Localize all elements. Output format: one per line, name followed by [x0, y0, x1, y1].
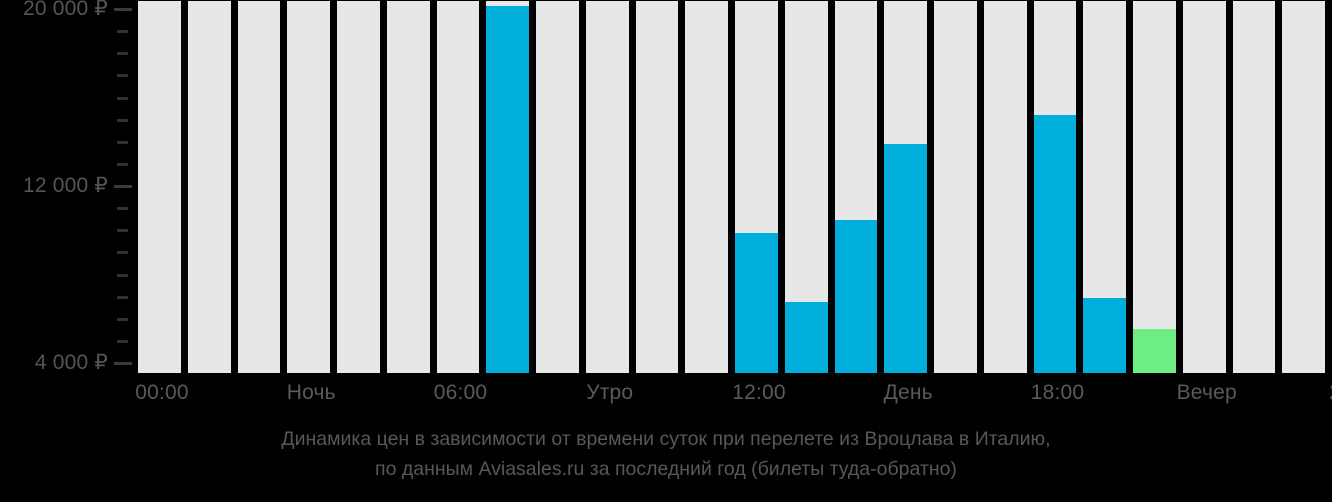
hour-column[interactable]	[585, 1, 629, 373]
y-axis-minor-tick	[117, 118, 128, 122]
hour-column[interactable]	[635, 1, 679, 373]
hour-column[interactable]	[983, 1, 1027, 373]
hour-column[interactable]	[685, 1, 728, 373]
hour-column[interactable]	[386, 1, 430, 373]
plot-area	[138, 1, 1325, 373]
y-axis-major-tick	[114, 185, 132, 188]
y-axis-minor-tick	[117, 52, 128, 56]
hour-column[interactable]	[934, 1, 977, 373]
price-bar[interactable]	[784, 302, 828, 373]
y-axis-minor-tick	[117, 229, 128, 233]
y-axis-minor-tick	[117, 207, 128, 211]
x-axis-label: Утро	[586, 381, 634, 404]
hour-column[interactable]	[1033, 1, 1077, 373]
y-axis-minor-tick	[117, 96, 128, 100]
hour-column[interactable]	[337, 1, 380, 373]
y-axis-label: 4 000 ₽	[34, 351, 108, 374]
caption-line-1: Динамика цен в зависимости от времени су…	[281, 428, 1051, 450]
price-bar[interactable]	[884, 143, 927, 373]
price-bar[interactable]	[486, 5, 529, 373]
y-axis-major-tick	[114, 362, 132, 365]
x-axis-label: Ночь	[286, 381, 336, 404]
y-axis-minor-tick	[117, 74, 128, 78]
caption-line-2: по данным Aviasales.ru за последний год …	[375, 458, 957, 480]
hour-column[interactable]	[187, 1, 231, 373]
hour-column[interactable]	[884, 1, 927, 373]
y-axis-label: 12 000 ₽	[22, 174, 108, 197]
chart-caption: Динамика цен в зависимости от времени су…	[0, 424, 1332, 484]
price-bar[interactable]	[834, 220, 878, 373]
y-axis-minor-tick	[117, 140, 128, 144]
x-axis-label: 18:00	[1030, 381, 1085, 404]
y-axis-minor-tick	[117, 317, 128, 321]
hour-column[interactable]	[1133, 1, 1176, 373]
y-axis-minor-tick	[117, 162, 128, 166]
hour-column[interactable]	[436, 1, 480, 373]
y-axis-minor-tick	[117, 30, 128, 34]
hour-column[interactable]	[784, 1, 828, 373]
price-bar[interactable]	[1133, 328, 1176, 373]
hour-column[interactable]	[1083, 1, 1126, 373]
y-axis: 20 000 ₽ 12 000 ₽ 4 000 ₽	[0, 0, 138, 373]
x-axis-label: 12:00	[732, 381, 786, 404]
y-axis-major-tick	[114, 8, 132, 11]
hour-column[interactable]	[287, 1, 330, 373]
price-bar[interactable]	[1083, 297, 1126, 373]
x-axis-label: 24:00	[1329, 381, 1332, 405]
y-axis-minor-tick	[117, 295, 128, 299]
hour-column[interactable]	[237, 1, 281, 373]
hour-column[interactable]	[1232, 1, 1276, 373]
y-axis-minor-tick	[117, 251, 128, 255]
y-axis-minor-tick	[117, 339, 128, 343]
x-axis-label: 06:00	[433, 381, 488, 404]
hour-column[interactable]	[1182, 1, 1226, 373]
price-bar[interactable]	[1033, 115, 1077, 373]
hour-column[interactable]	[834, 1, 878, 373]
x-axis-label: 00:00	[135, 381, 189, 404]
x-axis-label: День	[883, 381, 933, 404]
hour-column[interactable]	[735, 1, 778, 373]
hour-column[interactable]	[486, 1, 529, 373]
y-axis-label: 20 000 ₽	[22, 0, 108, 20]
hour-column[interactable]	[536, 1, 579, 373]
price-bar[interactable]	[735, 233, 778, 373]
y-axis-minor-tick	[117, 273, 128, 277]
hour-column[interactable]	[1282, 1, 1325, 373]
x-axis-label: Вечер	[1176, 381, 1237, 404]
x-axis: 00:00 Ночь 06:00 Утро 12:00 День 18:00 Вечер 24:…	[0, 373, 1332, 415]
hour-column[interactable]	[138, 1, 181, 373]
